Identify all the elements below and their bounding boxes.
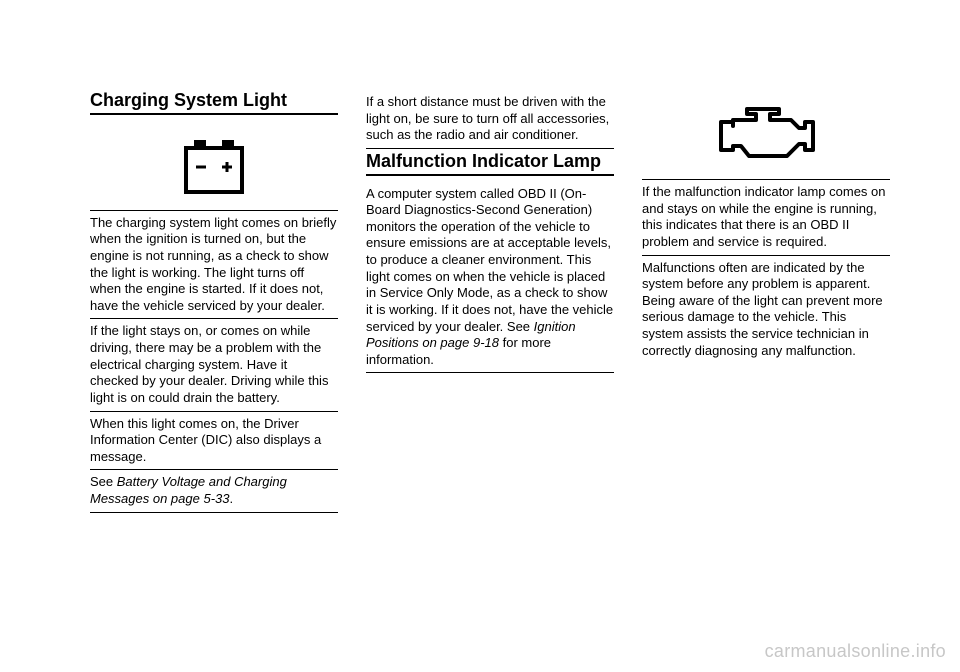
text-obd-main: A computer system called OBD II (On-Boar… xyxy=(366,186,613,334)
para-mil-1: If the malfunction indicator lamp comes … xyxy=(642,180,890,256)
battery-icon-container xyxy=(90,121,338,211)
column-1: Charging System Light The charging syste… xyxy=(90,90,338,513)
heading-malfunction: Malfunction Indicator Lamp xyxy=(366,151,614,176)
column-3: If the malfunction indicator lamp comes … xyxy=(642,90,890,513)
para-charging-2: If the light stays on, or comes on while… xyxy=(90,319,338,411)
text-period: . xyxy=(229,491,233,506)
engine-icon-container xyxy=(642,90,890,180)
para-obd: A computer system called OBD II (On-Boar… xyxy=(366,182,614,374)
heading-charging-system: Charging System Light xyxy=(90,90,338,115)
watermark: carmanualsonline.info xyxy=(765,641,946,662)
text-see: See xyxy=(90,474,117,489)
para-charging-4: See Battery Voltage and Charging Message… xyxy=(90,470,338,512)
battery-icon xyxy=(174,132,254,202)
para-short-distance: If a short distance must be driven with … xyxy=(366,90,614,149)
manual-page: Charging System Light The charging syste… xyxy=(0,0,960,553)
para-charging-3: When this light comes on, the Driver Inf… xyxy=(90,412,338,471)
column-2: If a short distance must be driven with … xyxy=(366,90,614,513)
check-engine-icon xyxy=(711,102,821,172)
para-charging-1: The charging system light comes on brief… xyxy=(90,211,338,320)
para-mil-2: Malfunctions often are indicated by the … xyxy=(642,256,890,364)
text-ref-battery-voltage: Battery Voltage and Charging Messages on… xyxy=(90,474,287,506)
